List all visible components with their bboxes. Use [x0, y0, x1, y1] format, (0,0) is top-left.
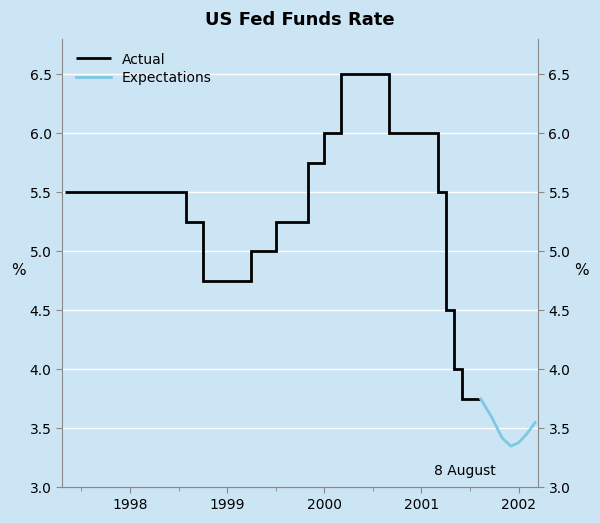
Actual: [361, 71, 368, 77]
Actual: [477, 396, 484, 402]
Actual: [466, 396, 473, 402]
Legend: Actual, Expectations: Actual, Expectations: [69, 46, 218, 92]
Line: Actual: Actual: [65, 74, 481, 399]
Title: US Fed Funds Rate: US Fed Funds Rate: [205, 11, 395, 29]
Expectations: [507, 443, 514, 449]
Expectations: [523, 431, 530, 438]
Expectations: [488, 414, 495, 420]
Actual: [183, 219, 190, 225]
Actual: [199, 219, 206, 225]
Expectations: [477, 396, 484, 402]
Actual: [216, 278, 223, 284]
Actual: [477, 396, 484, 402]
Actual: [450, 366, 457, 372]
Actual: [167, 189, 175, 196]
Line: Expectations: Expectations: [481, 399, 535, 446]
Actual: [466, 396, 473, 402]
Actual: [199, 278, 206, 284]
Actual: [458, 366, 466, 372]
Actual: [361, 71, 368, 77]
Actual: [386, 130, 393, 137]
Actual: [248, 248, 255, 255]
Actual: [337, 71, 344, 77]
Actual: [386, 71, 393, 77]
Actual: [442, 308, 449, 314]
Actual: [442, 189, 449, 196]
Actual: [320, 130, 328, 137]
Actual: [61, 189, 68, 196]
Actual: [304, 219, 311, 225]
Expectations: [532, 419, 539, 426]
Actual: [272, 219, 280, 225]
Actual: [216, 278, 223, 284]
Y-axis label: %: %: [11, 263, 26, 278]
Actual: [434, 130, 442, 137]
Expectations: [499, 435, 506, 441]
Actual: [320, 160, 328, 166]
Actual: [248, 278, 255, 284]
Actual: [337, 130, 344, 137]
Text: 8 August: 8 August: [434, 464, 496, 478]
Actual: [167, 189, 175, 196]
Expectations: [515, 439, 522, 446]
Actual: [304, 160, 311, 166]
Y-axis label: %: %: [574, 263, 589, 278]
Actual: [434, 189, 442, 196]
Actual: [272, 248, 280, 255]
Actual: [183, 189, 190, 196]
Actual: [458, 396, 466, 402]
Actual: [450, 308, 457, 314]
